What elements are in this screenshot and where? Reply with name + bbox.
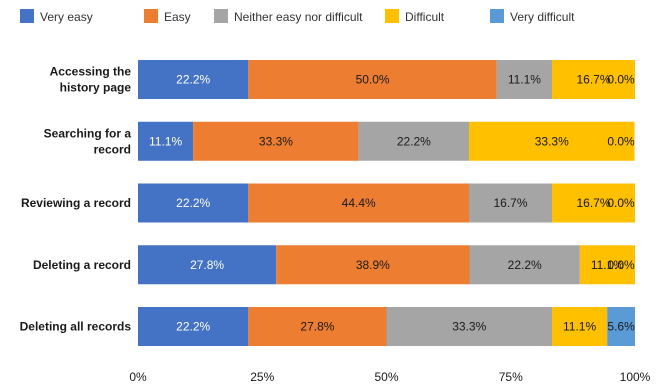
bar-row: 22.2% 44.4% 16.7% 16.7%0.0% (138, 183, 635, 223)
legend-swatch (385, 9, 399, 23)
data-label: 22.2% (176, 73, 210, 87)
legend-item: Neither easy nor difficult (214, 9, 363, 24)
bar-segment (469, 245, 580, 285)
x-tick-label: 50% (374, 370, 398, 384)
data-label: 16.7% (576, 73, 610, 87)
bar-segment (469, 183, 553, 223)
bar-segment (469, 121, 635, 161)
bar-segment (552, 183, 635, 223)
data-label: 27.8% (190, 258, 224, 272)
data-label: 27.8% (300, 320, 334, 334)
bar-row: 27.8% 38.9% 22.2% 11.1%0.0% (138, 245, 635, 285)
category-label: Searching for a record (44, 126, 132, 156)
bar-segment (607, 307, 635, 346)
legend-item: Easy (144, 9, 191, 24)
legend-swatch (490, 9, 504, 23)
bar-segment (552, 307, 608, 346)
legend-label: Difficult (405, 10, 445, 24)
data-label: 33.3% (452, 320, 486, 334)
data-label: 44.4% (342, 196, 376, 210)
category-label: Deleting a record (33, 258, 131, 272)
bar-segment (276, 245, 470, 285)
data-label: 22.2% (176, 320, 210, 334)
category-label-line: record (94, 142, 131, 156)
legend: Very easy Easy Neither easy nor difficult D… (20, 9, 575, 24)
category-label: Deleting all records (20, 320, 132, 334)
bar-segment (248, 307, 387, 346)
data-label: 0.0% (607, 196, 635, 210)
category-label-line: history page (60, 81, 132, 95)
x-tick-label: 0% (129, 370, 147, 384)
bar-segment (193, 121, 359, 161)
legend-swatch (214, 9, 228, 23)
value-axis: 0% 25% 50% 75% 100% (129, 370, 650, 384)
bar-segment (138, 245, 277, 285)
bar-segment (496, 60, 553, 99)
data-label: 38.9% (356, 258, 390, 272)
legend-swatch (20, 9, 34, 23)
data-label: 11.1% (149, 134, 182, 148)
bar-segment (138, 183, 249, 223)
category-label-line: Deleting all records (20, 320, 132, 334)
bar-segment (248, 183, 470, 223)
plot-area: 22.2% 50.0% 11.1% 16.7%0.0%11.1% 33.3% 22.2% 3… (138, 60, 635, 346)
data-label: 5.6% (607, 320, 635, 334)
legend-item: Difficult (385, 9, 445, 24)
data-label: 11.1% (563, 320, 596, 334)
data-label: 22.2% (397, 134, 431, 148)
data-label: 33.3% (535, 134, 569, 148)
legend-label: Neither easy nor difficult (234, 10, 363, 24)
legend-swatch (144, 9, 158, 23)
data-label: 50.0% (356, 73, 390, 87)
bar-segment (386, 307, 553, 346)
legend-label: Very difficult (510, 10, 575, 24)
data-label: 0.0% (607, 258, 635, 272)
bar-row: 11.1% 33.3% 22.2% 33.3% 0.0% (138, 121, 635, 161)
data-label: 16.7% (493, 196, 527, 210)
data-label: 11.1% (508, 73, 541, 87)
bar-segment (358, 121, 470, 161)
data-label: 16.7% (576, 196, 610, 210)
data-label: 22.2% (508, 258, 542, 272)
legend-item: Very difficult (490, 9, 575, 24)
data-label: 11.1% (591, 258, 624, 272)
category-label-line: Deleting a record (33, 258, 131, 272)
x-tick-label: 100% (620, 370, 651, 384)
category-label-line: Accessing the (50, 65, 132, 79)
category-label: Accessing the history page (50, 65, 132, 95)
data-label: 33.3% (259, 134, 293, 148)
bar-segment (579, 245, 635, 285)
data-label: 22.2% (176, 196, 210, 210)
bar-row: 22.2% 50.0% 11.1% 16.7%0.0% (138, 60, 635, 99)
category-label-line: Searching for a (44, 126, 132, 140)
category-label-line: Reviewing a record (21, 196, 131, 210)
bar-segment (138, 121, 194, 161)
category-axis: Accessing the history page Searching for a… (20, 65, 132, 334)
bar-segment (552, 60, 635, 99)
category-label: Reviewing a record (21, 196, 131, 210)
x-tick-label: 25% (250, 370, 274, 384)
data-label: 0.0% (607, 73, 635, 87)
data-label: 0.0% (607, 134, 635, 148)
bar-row: 22.2% 27.8% 33.3% 11.1% 5.6% (138, 307, 635, 346)
legend-item: Very easy (20, 9, 93, 24)
bar-segment (248, 60, 497, 99)
bar-segment (138, 307, 249, 346)
legend-label: Very easy (40, 10, 93, 24)
bar-segment (138, 60, 249, 99)
x-tick-label: 75% (499, 370, 523, 384)
legend-label: Easy (164, 10, 191, 24)
